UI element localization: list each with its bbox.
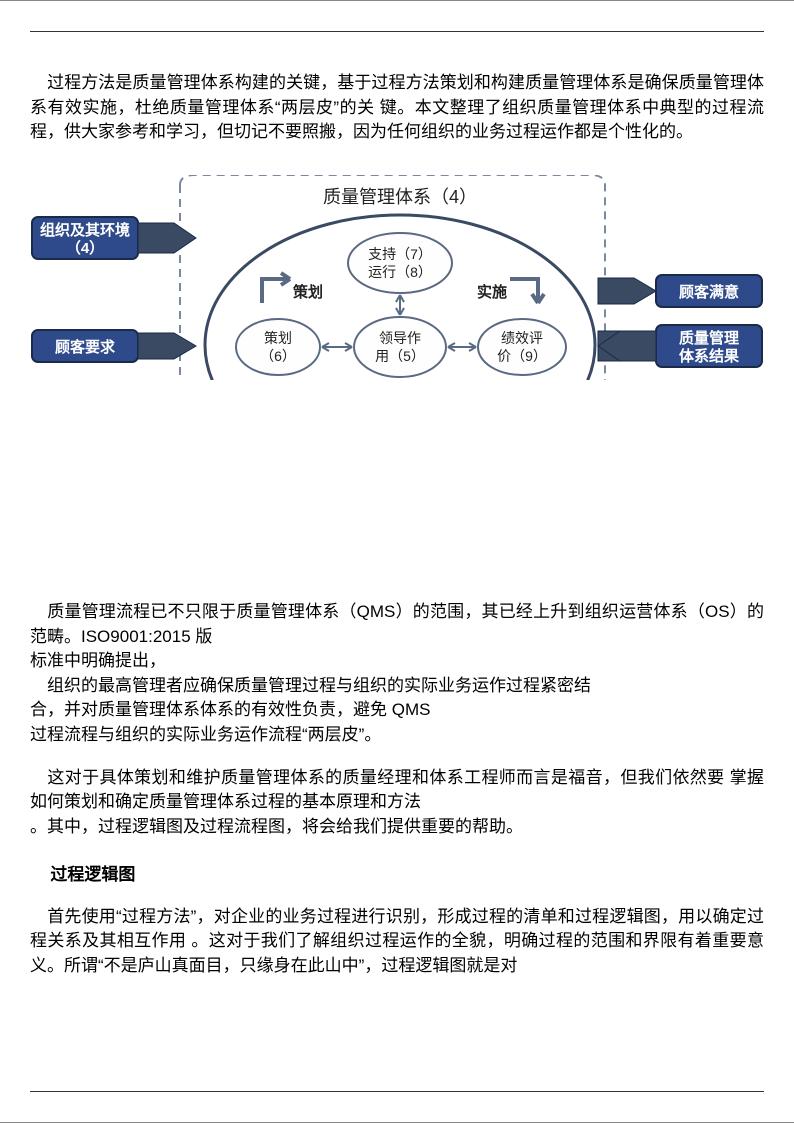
paragraph-2d: 合，并对质量管理体系体系的有效性负责，避免 QMS bbox=[30, 698, 764, 723]
svg-text:体系结果: 体系结果 bbox=[679, 347, 740, 365]
svg-text:顾客要求: 顾客要求 bbox=[55, 338, 116, 356]
svg-text:实施: 实施 bbox=[477, 283, 507, 301]
paragraph-2e: 过程流程与组织的实际业务运作流程“两层皮”。 bbox=[30, 723, 764, 748]
svg-text:用（5）: 用（5） bbox=[375, 348, 425, 364]
paragraph-intro: 过程方法是质量管理体系构建的关键，基于过程方法策划和构建质量管理体系是确保质量管… bbox=[30, 71, 764, 145]
paragraph-3a: 这对于具体策划和维护质量管理体系的质量经理和体系工程师而言是福音，但我们依然要 … bbox=[30, 766, 764, 815]
svg-text:（4）: （4） bbox=[66, 239, 104, 257]
svg-text:支持（7）: 支持（7） bbox=[368, 246, 432, 262]
page-rule-bottom bbox=[30, 1091, 764, 1092]
svg-text:价（9）: 价（9） bbox=[497, 348, 547, 364]
svg-text:策划: 策划 bbox=[264, 330, 292, 346]
qms-diagram-container: 质量管理体系（4） 组织及其环境（4） 顾客要求 顾客满意质量管理体系结果 支持（7） 运… bbox=[30, 175, 764, 380]
svg-text:质量管理: 质量管理 bbox=[679, 329, 739, 347]
heading-process-logic: 过程逻辑图 bbox=[30, 860, 764, 885]
svg-text:（6）: （6） bbox=[260, 348, 296, 364]
svg-text:组织及其环境: 组织及其环境 bbox=[40, 221, 130, 239]
svg-text:运行（8）: 运行（8） bbox=[368, 264, 432, 280]
svg-text:质量管理体系（4）: 质量管理体系（4） bbox=[323, 187, 477, 207]
svg-text:策划: 策划 bbox=[292, 283, 323, 301]
document-page: 过程方法是质量管理体系构建的关键，基于过程方法策划和构建质量管理体系是确保质量管… bbox=[0, 0, 794, 1123]
paragraph-2a: 质量管理流程已不只限于质量管理体系（QMS）的范围，其已经上升到组织运营体系（O… bbox=[30, 600, 764, 649]
svg-text:顾客满意: 顾客满意 bbox=[679, 283, 739, 301]
svg-text:绩效评: 绩效评 bbox=[501, 330, 543, 346]
paragraph-4: 首先使用“过程方法”，对企业的业务过程进行识别，形成过程的清单和过程逻辑图，用以… bbox=[30, 905, 764, 979]
paragraph-2b: 标准中明确提出， bbox=[30, 649, 764, 674]
svg-text:领导作: 领导作 bbox=[379, 330, 421, 346]
paragraph-2c: 组织的最高管理者应确保质量管理过程与组织的实际业务运作过程紧密结 bbox=[30, 674, 764, 699]
page-rule-top bbox=[30, 31, 764, 32]
paragraph-3b: 。其中，过程逻辑图及过程流程图，将会给我们提供重要的帮助。 bbox=[30, 815, 764, 840]
qms-diagram-svg: 质量管理体系（4） 组织及其环境（4） 顾客要求 顾客满意质量管理体系结果 支持（7） 运… bbox=[30, 175, 764, 380]
